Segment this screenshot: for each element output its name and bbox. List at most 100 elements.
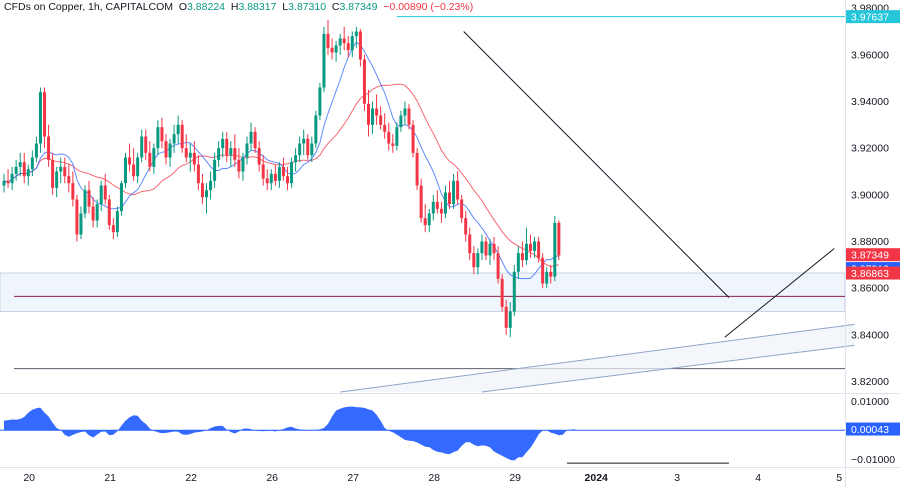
candle-body	[387, 131, 391, 144]
candle-body	[18, 162, 22, 167]
candle-body	[310, 143, 314, 156]
candle-body	[423, 218, 427, 226]
candle-body	[132, 164, 136, 177]
candle-body	[435, 201, 439, 209]
candle-body	[399, 115, 403, 128]
oscillator-axis-tick: −0.01000	[851, 454, 895, 466]
time-axis-tick: 2024	[585, 472, 609, 484]
price-badge	[846, 266, 900, 280]
candle-body	[427, 213, 431, 226]
time-axis-tick: 20	[23, 472, 35, 484]
candle-body	[22, 162, 26, 177]
candle-body	[480, 241, 484, 254]
candle-body	[168, 143, 172, 158]
candle-body	[350, 36, 354, 51]
candle-body	[302, 138, 306, 144]
candle-body	[533, 241, 537, 251]
candle-body	[209, 180, 213, 191]
candle-body	[261, 164, 265, 179]
candle-body	[128, 157, 132, 165]
candle-body	[269, 173, 273, 184]
time-axis-tick: 26	[266, 472, 278, 484]
time-axis-tick: 21	[104, 472, 116, 484]
symbol-label: CFDs on Copper, 1h, CAPITALCOM	[4, 1, 174, 13]
candle-body	[99, 185, 103, 205]
candle-body	[196, 164, 200, 184]
time-axis-tick: 29	[509, 472, 521, 484]
candle-body	[184, 148, 188, 158]
time-axis-tick: 28	[428, 472, 440, 484]
candle-body	[379, 115, 383, 125]
low-label: L	[282, 1, 289, 13]
candle-body	[71, 183, 75, 200]
candle-body	[233, 148, 237, 160]
candle-body	[290, 162, 294, 184]
candle-body	[119, 183, 123, 212]
candle-body	[330, 47, 334, 53]
candle-body	[306, 138, 310, 156]
candle-body	[277, 166, 281, 181]
candle-body	[103, 185, 107, 200]
candle-body	[484, 241, 488, 256]
candle-body	[504, 306, 508, 328]
candle-body	[407, 108, 411, 125]
candle-body	[443, 192, 447, 214]
candle-body	[508, 311, 512, 328]
candle-body	[257, 148, 261, 165]
price-axis-tick: 3.94000	[851, 96, 889, 108]
candle-body	[95, 204, 99, 221]
candle-body	[87, 190, 91, 207]
candle-body	[516, 253, 520, 272]
price-axis-tick: 3.92000	[851, 143, 889, 155]
candle-body	[91, 206, 95, 221]
trendline-2	[724, 248, 835, 338]
price-axis-tick: 3.88000	[851, 236, 889, 248]
candle-body	[245, 143, 249, 158]
candle-body	[225, 138, 229, 156]
candle-body	[545, 271, 549, 284]
candle-body	[176, 124, 180, 135]
candle-body	[221, 138, 225, 149]
candle-body	[34, 143, 38, 158]
candle-body	[273, 173, 277, 181]
candle-body	[180, 124, 184, 149]
candle-body	[520, 253, 524, 261]
candle-body	[419, 185, 423, 219]
candle-body	[51, 159, 55, 188]
candle-body	[156, 127, 160, 149]
candle-body	[79, 213, 83, 235]
candle-body	[152, 148, 156, 167]
price-axis-tick: 3.96000	[851, 49, 889, 61]
candle-body	[237, 159, 241, 172]
candle-body	[354, 31, 358, 37]
candle-body	[318, 87, 322, 116]
candle-body	[448, 192, 451, 205]
candle-body	[249, 131, 253, 144]
candle-body	[395, 127, 399, 146]
candle-body	[464, 218, 468, 235]
candle-body	[63, 166, 67, 177]
moving-average-slow	[3, 83, 559, 268]
candle-body	[2, 180, 6, 186]
candle-body	[456, 180, 460, 200]
candle-body	[144, 136, 148, 153]
candle-body	[136, 157, 140, 177]
candle-body	[322, 33, 326, 88]
candle-body	[6, 180, 10, 184]
candle-body	[553, 222, 557, 277]
candle-body	[30, 157, 34, 170]
candle-body	[111, 225, 115, 233]
candle-body	[229, 148, 233, 156]
change-value: −0.00890 (−0.23%)	[383, 1, 474, 13]
candle-body	[529, 243, 532, 251]
time-axis-tick: 5	[836, 472, 842, 484]
symbol-header: CFDs on Copper, 1h, CAPITALCOM O3.88224 …	[4, 1, 473, 13]
candle-body	[334, 45, 338, 53]
candle-body	[55, 171, 59, 188]
candle-body	[358, 31, 362, 60]
candle-body	[524, 243, 528, 261]
candle-body	[298, 143, 302, 156]
candle-body	[476, 253, 480, 268]
candle-body	[59, 166, 63, 172]
